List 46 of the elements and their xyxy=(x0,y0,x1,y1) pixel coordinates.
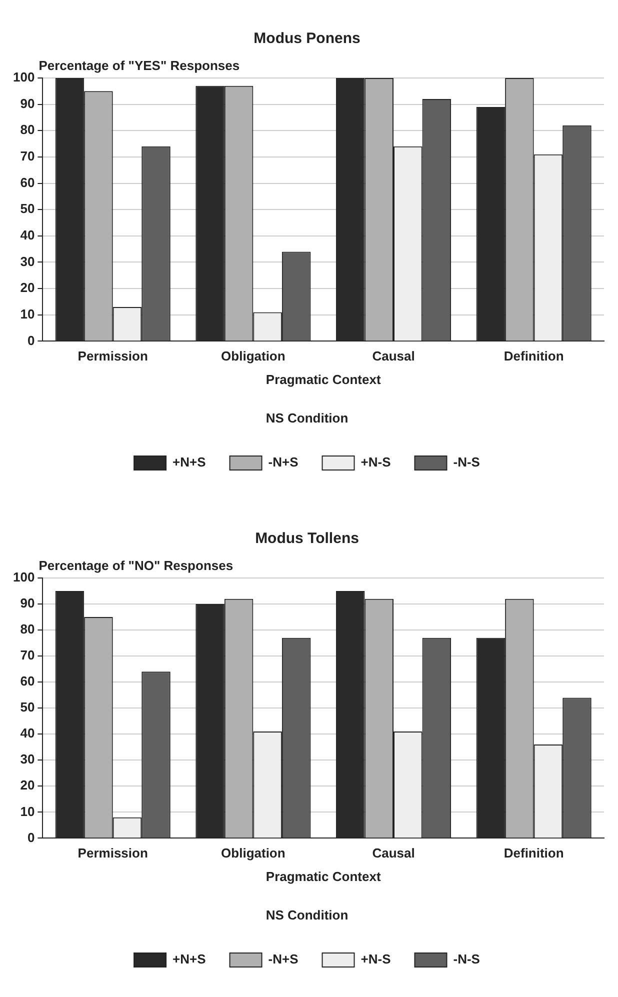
y-tick-label: 60 xyxy=(20,674,35,689)
y-tick-label: 70 xyxy=(20,648,35,663)
y-tick-label: 0 xyxy=(27,830,35,845)
x-tick-label: Definition xyxy=(504,348,564,364)
y-tick-label: 40 xyxy=(20,228,35,242)
y-tick-label: 20 xyxy=(20,280,35,296)
x-tick-label: Causal xyxy=(372,348,415,364)
legend-label: +N+S xyxy=(172,454,206,470)
x-axis-title: Pragmatic Context xyxy=(266,372,382,388)
y-tick-label: 90 xyxy=(20,96,35,111)
y-tick-label: 80 xyxy=(20,622,35,637)
x-tick-label: Definition xyxy=(504,846,564,861)
legend-label: -N-S xyxy=(453,454,480,470)
legend-label: +N+S xyxy=(172,952,206,967)
x-axis-title: Pragmatic Context xyxy=(266,869,382,884)
chart-title: Modus Tollens xyxy=(255,530,359,548)
y-tick-label: 10 xyxy=(20,804,35,819)
y-tick-label: 60 xyxy=(20,174,35,190)
y-tick-label: 30 xyxy=(20,752,35,767)
x-tick-label: Causal xyxy=(372,846,415,861)
y-tick-label: 20 xyxy=(20,778,35,793)
legend-label: -N+S xyxy=(268,454,299,470)
y-tick-label: 90 xyxy=(20,596,35,611)
legend-title: NS Condition xyxy=(266,907,348,922)
y-tick-label: 40 xyxy=(20,726,35,741)
y-tick-label: 50 xyxy=(20,700,35,715)
y-axis-title: Percentage of "YES" Responses xyxy=(38,58,240,74)
y-tick-label: 70 xyxy=(20,148,35,164)
y-tick-label: 30 xyxy=(20,254,35,269)
y-tick-label: 100 xyxy=(12,570,35,585)
y-tick-label: 50 xyxy=(20,201,35,216)
legend-title: NS Condition xyxy=(266,410,348,426)
legend-label: -N+S xyxy=(268,952,299,967)
y-tick-label: 10 xyxy=(20,306,35,322)
legend-label: +N-S xyxy=(360,454,392,470)
x-tick-label: Permission xyxy=(78,846,148,861)
legend-label: -N-S xyxy=(453,952,480,967)
y-tick-label: 100 xyxy=(12,70,35,85)
y-axis-title: Percentage of "NO" Responses xyxy=(38,558,234,574)
y-tick-label: 80 xyxy=(20,122,35,138)
x-tick-label: Obligation xyxy=(221,846,286,861)
legend-label: +N-S xyxy=(360,952,392,967)
chart-title: Modus Ponens xyxy=(254,30,360,48)
x-tick-label: Permission xyxy=(78,348,148,364)
x-tick-label: Obligation xyxy=(221,348,286,364)
y-tick-label: 0 xyxy=(27,332,35,348)
